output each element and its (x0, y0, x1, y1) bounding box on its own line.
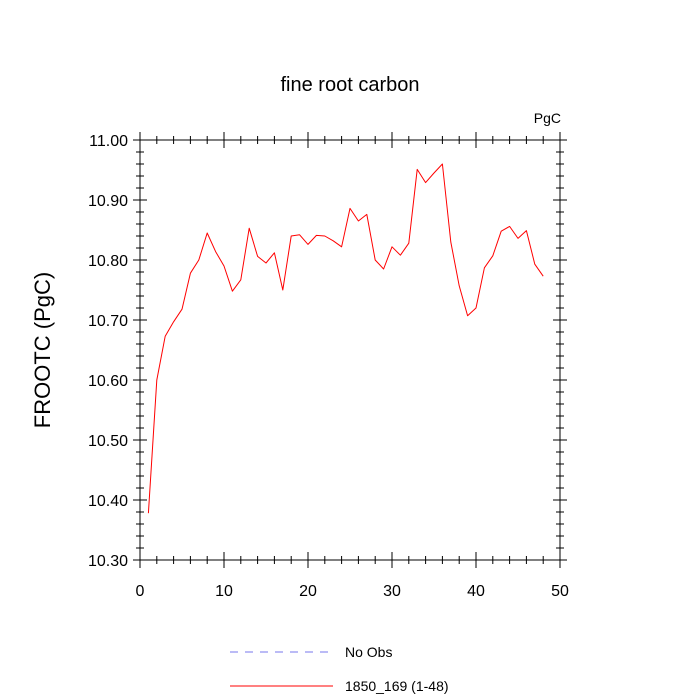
axis-tick-labels: 10.30 10.40 10.50 10.60 10.70 10.80 10.90 11.00… (88, 133, 569, 600)
y-tick-label: 10.70 (88, 313, 128, 330)
legend-label: 1850_169 (1-48) (345, 678, 449, 694)
x-tick-label: 20 (299, 583, 317, 600)
chart-title: fine root carbon (281, 74, 420, 96)
y-tick-label: 10.40 (88, 493, 128, 510)
series-layer (147, 163, 544, 514)
y-tick-label: 11.00 (89, 133, 128, 150)
series-line (147, 163, 544, 514)
plot-frame (139, 139, 561, 561)
legend-label: No Obs (345, 644, 392, 660)
y-axis-label: FROOTC (PgC) (30, 272, 55, 428)
y-tick-label: 10.80 (88, 253, 128, 270)
x-tick-label: 40 (467, 583, 485, 600)
x-tick-label: 0 (136, 583, 145, 600)
x-tick-label: 50 (551, 583, 569, 600)
axis-ticks (133, 132, 567, 568)
x-tick-label: 10 (215, 583, 233, 600)
legend: No Obs 1850_169 (1-48) (230, 644, 449, 694)
y-tick-label: 10.30 (88, 553, 128, 570)
y-tick-label: 10.50 (88, 433, 128, 450)
y-tick-label: 10.90 (88, 193, 128, 210)
units-label: PgC (534, 110, 561, 126)
y-tick-label: 10.60 (88, 373, 128, 390)
x-tick-label: 30 (383, 583, 401, 600)
